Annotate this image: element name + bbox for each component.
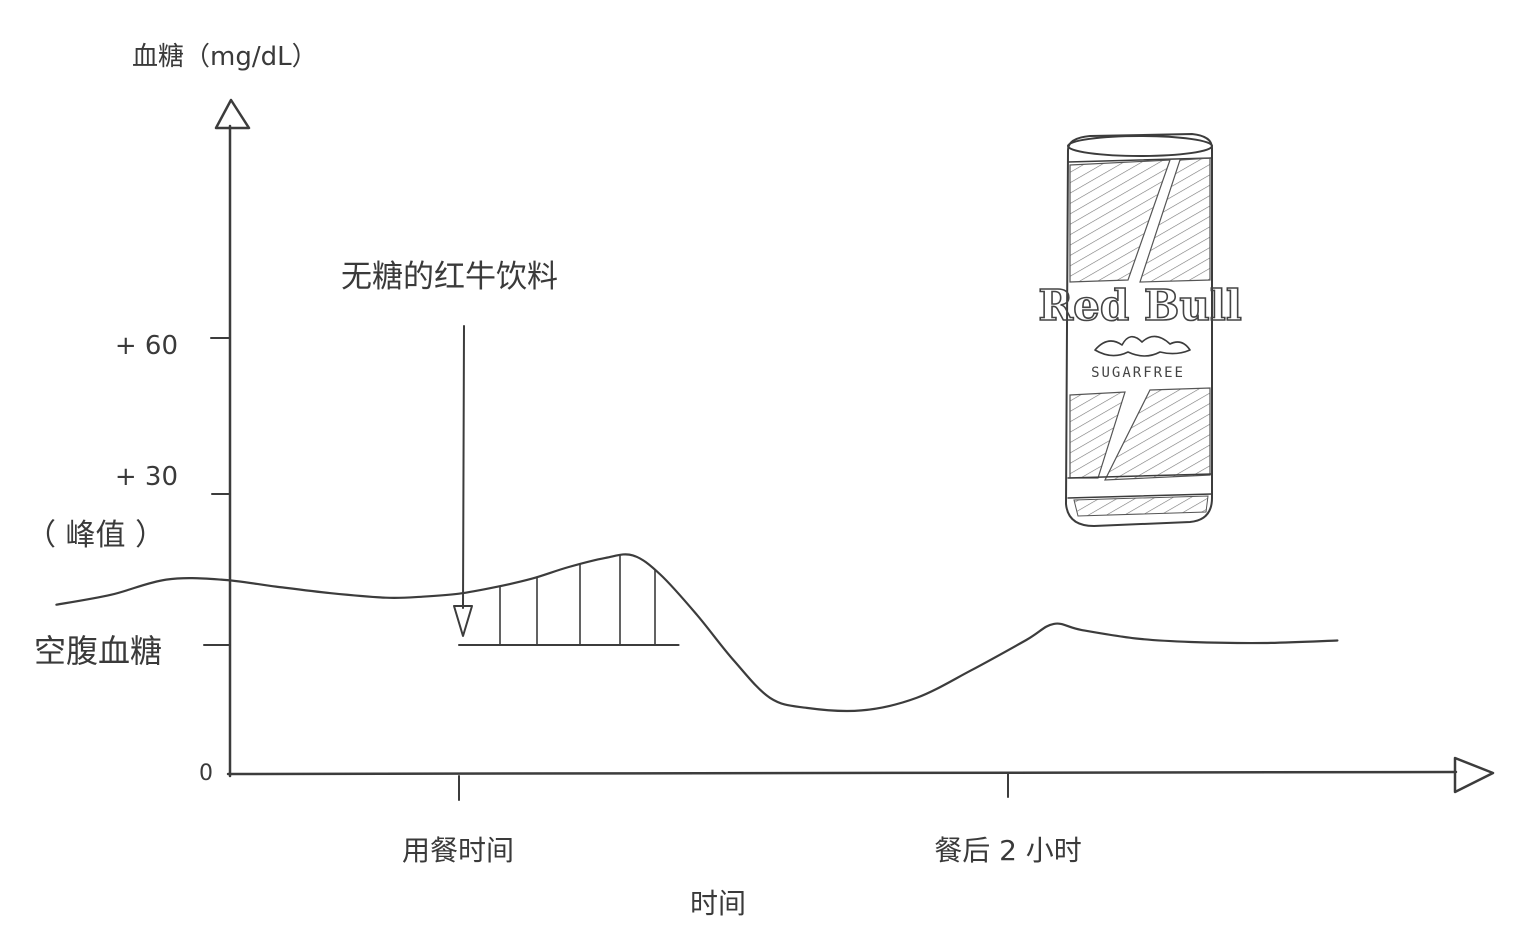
y-tick-label-0: 0 bbox=[199, 761, 213, 786]
y-axis bbox=[214, 98, 251, 778]
peak-note: （ 峰值 ） bbox=[26, 518, 165, 553]
x-tick-label-2h: 餐后 2 小时 bbox=[934, 834, 1082, 867]
y-axis-arrowhead bbox=[214, 98, 251, 130]
annotation-arrow bbox=[453, 325, 473, 637]
y-axis-label: 血糖（mg/dL） bbox=[132, 42, 318, 72]
x-axis-label: 时间 bbox=[690, 887, 746, 920]
can-sub-text: SUGARFREE bbox=[1091, 365, 1185, 381]
fasting-glucose-label: 空腹血糖 bbox=[34, 632, 162, 670]
series-line bbox=[55, 553, 1339, 713]
x-axis bbox=[226, 756, 1495, 794]
shaded-region bbox=[458, 554, 680, 646]
y-tick-label-30: + 30 bbox=[115, 462, 178, 492]
can-brand-text: Red Bull bbox=[1038, 281, 1242, 330]
y-tick-label-60: + 60 bbox=[115, 331, 178, 361]
x-axis-arrowhead bbox=[1453, 756, 1495, 794]
x-tick-label-meal: 用餐时间 bbox=[402, 834, 514, 867]
red-bull-can-image: Red Bull SUGARFREE bbox=[1037, 133, 1243, 527]
annotation-text: 无糖的红牛饮料 bbox=[341, 259, 558, 295]
